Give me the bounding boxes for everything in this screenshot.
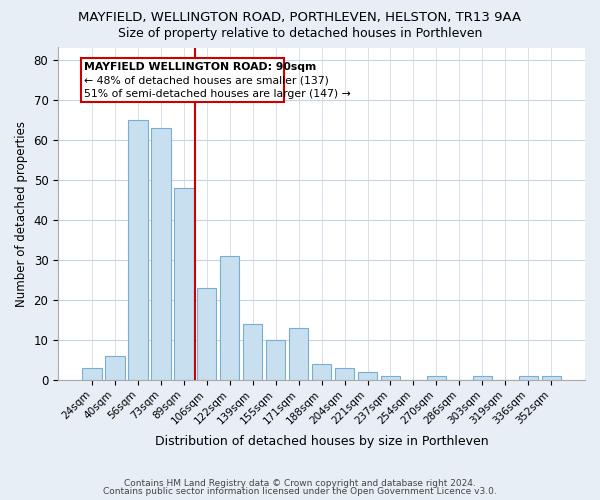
Y-axis label: Number of detached properties: Number of detached properties	[15, 120, 28, 306]
Bar	[151, 128, 170, 380]
Text: Size of property relative to detached houses in Porthleven: Size of property relative to detached ho…	[118, 26, 482, 40]
Bar	[220, 256, 239, 380]
Bar	[197, 288, 217, 380]
Bar	[243, 324, 262, 380]
Bar	[335, 368, 355, 380]
Bar	[358, 372, 377, 380]
Bar	[266, 340, 286, 380]
Bar	[473, 376, 492, 380]
Bar	[289, 328, 308, 380]
Bar	[128, 120, 148, 380]
Text: 51% of semi-detached houses are larger (147) →: 51% of semi-detached houses are larger (…	[84, 88, 351, 99]
Bar	[174, 188, 194, 380]
Bar	[312, 364, 331, 380]
Bar	[81, 58, 284, 102]
Text: MAYFIELD WELLINGTON ROAD: 90sqm: MAYFIELD WELLINGTON ROAD: 90sqm	[84, 62, 317, 72]
Text: Contains public sector information licensed under the Open Government Licence v3: Contains public sector information licen…	[103, 487, 497, 496]
Bar	[518, 376, 538, 380]
Bar	[542, 376, 561, 380]
X-axis label: Distribution of detached houses by size in Porthleven: Distribution of detached houses by size …	[155, 434, 488, 448]
Text: ← 48% of detached houses are smaller (137): ← 48% of detached houses are smaller (13…	[84, 76, 329, 86]
Bar	[82, 368, 101, 380]
Text: Contains HM Land Registry data © Crown copyright and database right 2024.: Contains HM Land Registry data © Crown c…	[124, 478, 476, 488]
Bar	[427, 376, 446, 380]
Text: MAYFIELD, WELLINGTON ROAD, PORTHLEVEN, HELSTON, TR13 9AA: MAYFIELD, WELLINGTON ROAD, PORTHLEVEN, H…	[79, 12, 521, 24]
Bar	[381, 376, 400, 380]
Bar	[105, 356, 125, 380]
